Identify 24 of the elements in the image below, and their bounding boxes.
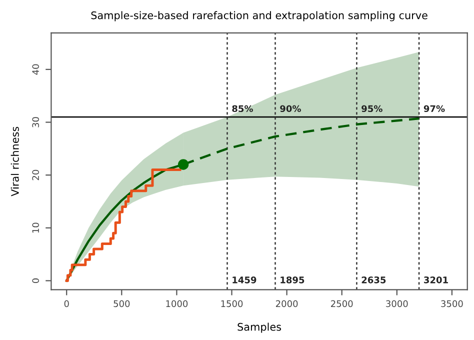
ref-line-label: 1459 [232, 276, 256, 284]
annotation: 90% [280, 105, 301, 112]
x-tick-label: 1000 [166, 300, 188, 308]
x-tick-label: 0 [64, 300, 69, 308]
x-tick-label: 1500 [221, 300, 243, 308]
y-tick-label: 20 [32, 170, 40, 180]
ref-line-label: 1895 [280, 276, 304, 284]
chart-title: Sample-size-based rarefaction and extrapolation sampling curve [91, 11, 428, 22]
x-tick-label: 2500 [331, 300, 353, 308]
ref-line-label: 2635 [362, 276, 386, 284]
annotation: 97% [424, 105, 445, 112]
x-tick-label: 500 [114, 300, 130, 308]
y-axis-title: Viral richness [10, 126, 19, 196]
x-tick-label: 3500 [441, 300, 463, 308]
x-axis-title: Samples [238, 322, 282, 333]
y-tick-label: 40 [32, 64, 40, 75]
x-tick-label: 3000 [386, 300, 408, 308]
x-tick-label: 2000 [276, 300, 298, 308]
y-tick-label: 30 [32, 117, 40, 128]
ref-line-label: 3201 [424, 276, 448, 284]
y-tick-label: 10 [32, 222, 40, 233]
y-tick-label: 0 [32, 278, 40, 283]
annotation: 85% [232, 105, 253, 112]
annotation: 95% [362, 105, 382, 112]
